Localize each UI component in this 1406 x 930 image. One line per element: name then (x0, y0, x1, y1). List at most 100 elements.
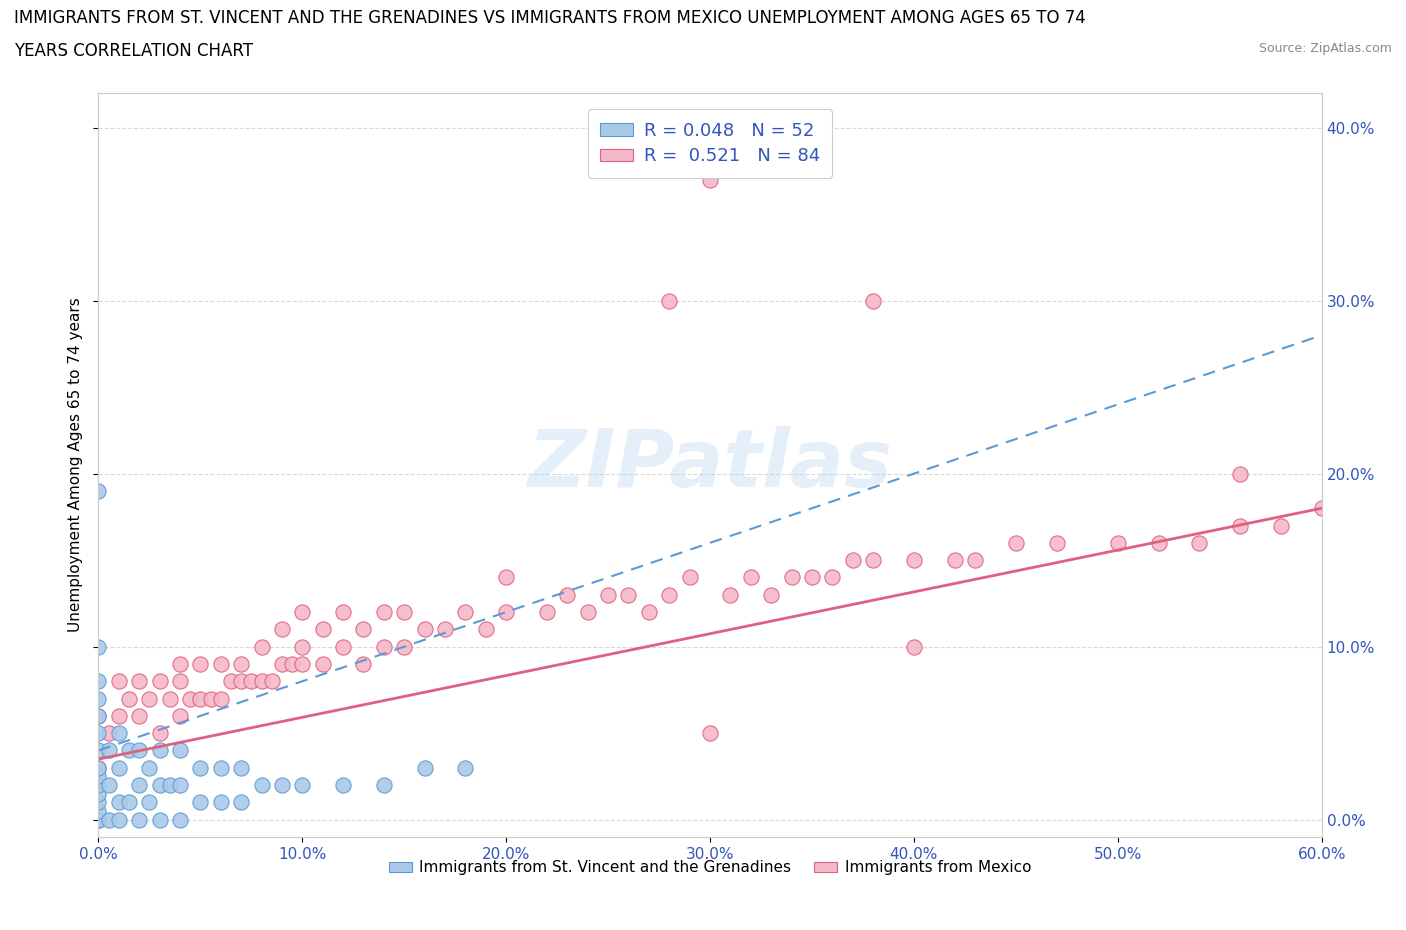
Point (209, 657, 232, 671)
Point (598, 588, 620, 603)
Text: YEARS CORRELATION CHART: YEARS CORRELATION CHART (14, 42, 253, 60)
Point (332, 777, 354, 792)
Text: Source: ZipAtlas.com: Source: ZipAtlas.com (1258, 42, 1392, 55)
Point (1229, 466, 1251, 481)
Point (1004, 536, 1026, 551)
Point (821, 570, 844, 585)
Text: IMMIGRANTS FROM ST. VINCENT AND THE GRENADINES VS IMMIGRANTS FROM MEXICO UNEMPLO: IMMIGRANTS FROM ST. VINCENT AND THE GREN… (14, 9, 1085, 27)
Point (1229, 518, 1251, 533)
Point (801, 570, 824, 585)
Text: ZIPatlas: ZIPatlas (527, 426, 893, 504)
Point (87, 761, 110, 776)
Point (149, 777, 172, 792)
Point (87, 812, 110, 827)
Point (780, 570, 803, 585)
Point (188, 761, 212, 776)
Point (250, 777, 273, 792)
Point (209, 691, 232, 706)
Point (87, 639, 110, 654)
Point (862, 293, 884, 308)
Point (128, 674, 150, 689)
Point (108, 709, 131, 724)
Point (312, 622, 335, 637)
Point (87, 674, 110, 689)
Point (291, 777, 314, 792)
Point (392, 604, 416, 619)
Point (373, 604, 395, 619)
Point (138, 795, 160, 810)
Point (637, 604, 661, 619)
Point (169, 674, 191, 689)
Point (179, 691, 201, 706)
Point (108, 761, 131, 776)
Point (260, 674, 283, 689)
Point (87, 795, 110, 810)
Point (209, 795, 232, 810)
Point (1147, 536, 1170, 551)
Point (270, 777, 294, 792)
Point (87, 812, 110, 827)
Point (903, 552, 925, 567)
Point (291, 639, 314, 654)
Point (392, 639, 416, 654)
Point (128, 709, 150, 724)
Point (149, 812, 172, 827)
Point (1310, 501, 1333, 516)
Point (1107, 536, 1129, 551)
Point (87, 709, 110, 724)
Point (352, 657, 374, 671)
Point (97, 812, 120, 827)
Point (87, 804, 110, 818)
Point (149, 725, 172, 740)
Point (87, 743, 110, 758)
Point (1270, 518, 1292, 533)
Point (188, 657, 212, 671)
Point (87, 761, 110, 776)
Point (87, 812, 110, 827)
Point (332, 639, 354, 654)
Point (169, 777, 191, 792)
Point (474, 622, 498, 637)
Point (699, 172, 721, 187)
Point (536, 604, 558, 619)
Point (108, 725, 131, 740)
Point (658, 588, 681, 603)
Point (903, 639, 925, 654)
Point (108, 795, 131, 810)
Point (87, 812, 110, 827)
Point (965, 552, 987, 567)
Point (97, 743, 120, 758)
Legend: Immigrants from St. Vincent and the Grenadines, Immigrants from Mexico: Immigrants from St. Vincent and the Gren… (382, 855, 1038, 882)
Point (740, 570, 762, 585)
Point (291, 657, 314, 671)
Point (250, 639, 273, 654)
Point (231, 761, 253, 776)
Point (240, 674, 263, 689)
Y-axis label: Unemployment Among Ages 65 to 74 years: Unemployment Among Ages 65 to 74 years (67, 298, 83, 632)
Point (87, 725, 110, 740)
Point (87, 709, 110, 724)
Point (454, 604, 477, 619)
Point (169, 657, 191, 671)
Point (679, 570, 702, 585)
Point (841, 552, 863, 567)
Point (454, 761, 477, 776)
Point (250, 674, 273, 689)
Point (231, 657, 253, 671)
Point (617, 588, 640, 603)
Point (495, 604, 517, 619)
Point (138, 761, 160, 776)
Point (413, 761, 436, 776)
Point (97, 725, 120, 740)
Point (87, 812, 110, 827)
Point (169, 709, 191, 724)
Point (87, 769, 110, 784)
Point (434, 622, 457, 637)
Point (699, 725, 721, 740)
Point (200, 691, 222, 706)
Point (87, 691, 110, 706)
Point (87, 786, 110, 801)
Point (169, 812, 191, 827)
Point (87, 484, 110, 498)
Point (281, 657, 304, 671)
